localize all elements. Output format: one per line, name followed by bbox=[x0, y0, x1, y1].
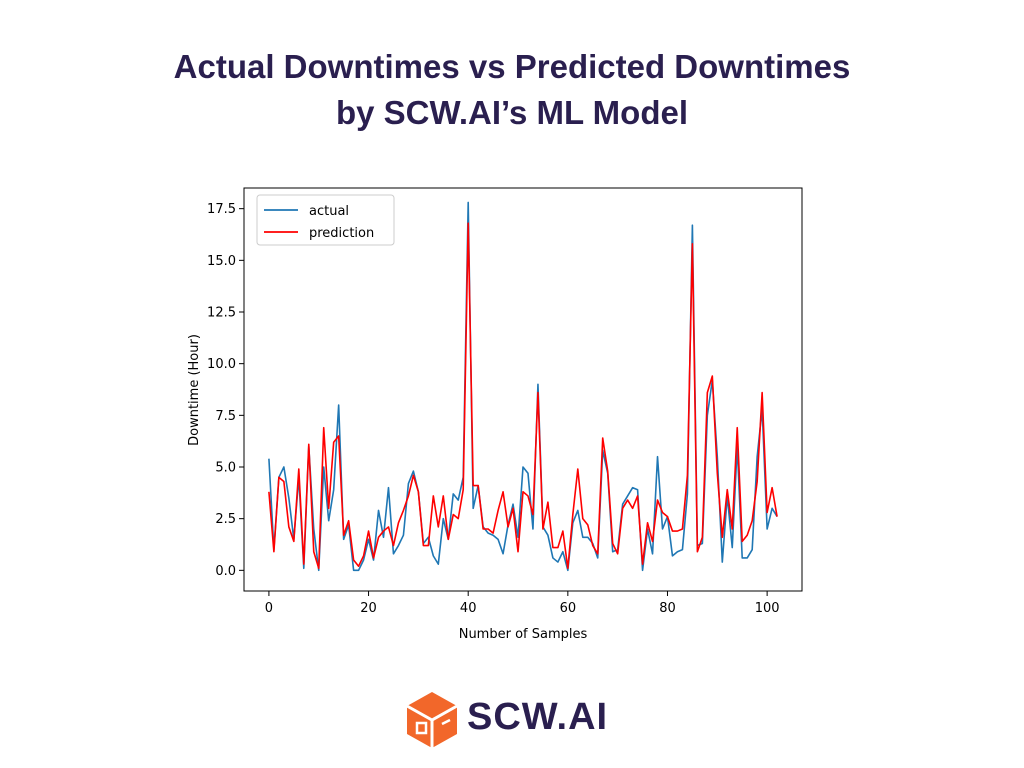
x-tick-label: 80 bbox=[659, 601, 676, 616]
legend-label-actual: actual bbox=[309, 204, 349, 219]
x-tick-label: 60 bbox=[560, 601, 577, 616]
y-tick-label: 5.0 bbox=[215, 461, 236, 476]
scw-logo: SCW.AI bbox=[404, 690, 644, 750]
x-tick-label: 0 bbox=[265, 601, 273, 616]
y-tick-label: 7.5 bbox=[215, 409, 236, 424]
x-tick-label: 40 bbox=[460, 601, 477, 616]
x-tick-label: 20 bbox=[360, 601, 377, 616]
y-tick-label: 2.5 bbox=[215, 512, 236, 527]
y-tick-label: 15.0 bbox=[207, 254, 236, 269]
y-tick-label: 12.5 bbox=[207, 306, 236, 321]
page-title: Actual Downtimes vs Predicted Downtimes … bbox=[0, 44, 1024, 136]
y-tick-label: 0.0 bbox=[215, 564, 236, 579]
y-tick-label: 10.0 bbox=[207, 357, 236, 372]
series-lines bbox=[268, 201, 778, 572]
title-line-1: Actual Downtimes vs Predicted Downtimes bbox=[173, 48, 851, 85]
x-tick-label: 100 bbox=[755, 601, 780, 616]
legend-label-prediction: prediction bbox=[309, 226, 374, 241]
y-axis-label: Downtime (Hour) bbox=[187, 334, 202, 446]
downtime-line-chart: 0.0 2.5 5.0 7.5 10.0 12.5 15.0 17.5 0 20 40 60 80 10… bbox=[187, 187, 803, 642]
x-axis-label: Number of Samples bbox=[459, 627, 588, 642]
series-line-actual bbox=[268, 201, 778, 572]
plot-area-frame bbox=[243, 187, 803, 592]
legend: actual prediction bbox=[256, 194, 395, 246]
x-axis-ticks: 0 20 40 60 80 100 bbox=[265, 591, 780, 616]
y-tick-label: 17.5 bbox=[207, 202, 236, 217]
scw-box-logo-icon bbox=[406, 692, 458, 748]
logo-text: SCW.AI bbox=[467, 696, 609, 738]
y-axis-ticks: 0.0 2.5 5.0 7.5 10.0 12.5 15.0 17.5 bbox=[207, 202, 244, 579]
title-line-2: by SCW.AI’s ML Model bbox=[335, 94, 689, 131]
series-line-prediction bbox=[268, 222, 778, 570]
